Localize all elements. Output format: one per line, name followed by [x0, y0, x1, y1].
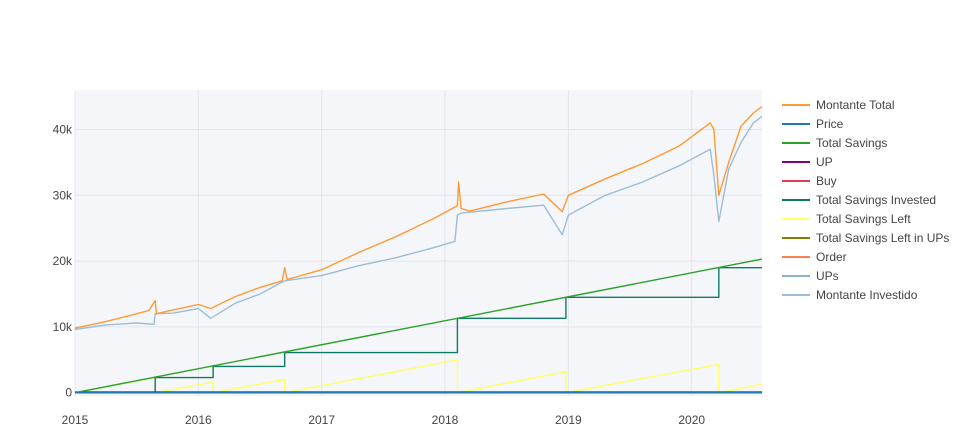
x-tick-label: 2017: [308, 413, 335, 427]
series-line-total-savings: [74, 258, 763, 394]
series-line-montante-total: [74, 105, 763, 329]
legend-label: Total Savings Left in UPs: [816, 231, 949, 245]
legend-label: Total Savings Invested: [816, 193, 936, 207]
series-line-montante-investido: [74, 115, 763, 331]
legend-item-ups[interactable]: UPs: [782, 269, 839, 283]
legend[interactable]: Montante Total Price Total Savings UP Buy Tot…: [782, 98, 949, 302]
series-lines: [74, 105, 763, 394]
legend-label: Total Savings Left: [816, 212, 911, 226]
y-tick-label: 30k: [53, 188, 73, 202]
legend-item-up[interactable]: UP: [782, 155, 833, 169]
x-tick-label: 2015: [62, 413, 89, 427]
legend-item-total-savings-left[interactable]: Total Savings Left: [782, 212, 911, 226]
legend-label: UP: [816, 155, 833, 169]
y-tick-label: 10k: [53, 320, 73, 334]
axis-labels: 2015 2016 2017 2018 2019 2020 0 10k 20k 30k 40k: [53, 122, 706, 427]
legend-item-total-savings-invested[interactable]: Total Savings Invested: [782, 193, 936, 207]
x-tick-label: 2016: [185, 413, 212, 427]
legend-label: Buy: [816, 174, 837, 188]
legend-item-price[interactable]: Price: [782, 117, 844, 131]
legend-item-total-savings-left-in-ups[interactable]: Total Savings Left in UPs: [782, 231, 949, 245]
legend-label: UPs: [816, 269, 839, 283]
series-line-total-savings-invested: [75, 267, 762, 394]
legend-label: Total Savings: [816, 136, 887, 150]
x-tick-label: 2019: [555, 413, 582, 427]
y-tick-label: 40k: [53, 122, 73, 136]
plot-area: [75, 90, 762, 396]
x-tick-label: 2018: [432, 413, 459, 427]
legend-label: Montante Investido: [816, 288, 918, 302]
legend-item-montante-total[interactable]: Montante Total: [782, 98, 895, 112]
x-tick-label: 2020: [678, 413, 705, 427]
y-tick-label: 20k: [53, 254, 73, 268]
legend-item-total-savings[interactable]: Total Savings: [782, 136, 887, 150]
legend-label: Montante Total: [816, 98, 895, 112]
series-line-total-savings-left: [74, 359, 763, 394]
y-tick-label: 0: [65, 386, 72, 400]
legend-label: Order: [816, 250, 847, 264]
legend-label: Price: [816, 117, 844, 131]
legend-item-order[interactable]: Order: [782, 250, 847, 264]
legend-item-montante-investido[interactable]: Montante Investido: [782, 288, 918, 302]
legend-item-buy[interactable]: Buy: [782, 174, 837, 188]
